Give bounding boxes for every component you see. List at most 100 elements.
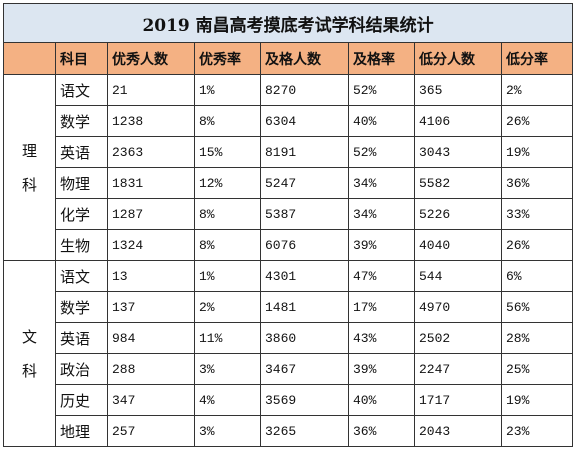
low-count-cell: 365 — [414, 74, 502, 106]
subject-cell: 语文 — [55, 74, 108, 106]
excellent-rate-cell: 1% — [194, 260, 261, 292]
pass-count-cell: 6304 — [260, 105, 349, 137]
table-row: 地理 257 3% 3265 36% 2043 23% — [4, 415, 574, 447]
excellent-count-cell: 137 — [107, 291, 195, 323]
low-rate-cell: 28% — [500, 322, 574, 354]
pass-count-cell: 3265 — [260, 415, 349, 447]
pass-rate-cell: 36% — [348, 415, 415, 447]
low-rate-cell: 23% — [500, 415, 574, 447]
low-rate-cell: 19% — [500, 384, 574, 416]
group-label: 文科 — [3, 260, 56, 447]
table-title: 2019 南昌高考摸底考试学科结果统计 — [2, 3, 574, 43]
pass-rate-cell: 39% — [348, 353, 415, 385]
low-count-cell: 2043 — [414, 415, 502, 447]
header-excellent-count: 优秀人数 — [107, 42, 195, 75]
excellent-rate-cell: 12% — [194, 167, 261, 199]
header-excellent-rate: 优秀率 — [194, 42, 261, 75]
excellent-count-cell: 1831 — [107, 167, 195, 199]
low-count-cell: 4106 — [414, 105, 502, 137]
pass-rate-cell: 34% — [348, 167, 415, 199]
group-label-char: 科 — [21, 175, 37, 194]
header-low-rate: 低分率 — [500, 42, 574, 75]
table-body: 2019 南昌高考摸底考试学科结果统计 科目 优秀人数 优秀率 及格人数 及格率… — [2, 3, 574, 447]
excellent-count-cell: 257 — [107, 415, 195, 447]
group-label: 理科 — [3, 74, 56, 261]
excellent-rate-cell: 1% — [194, 74, 261, 106]
header-subject: 科目 — [55, 42, 108, 75]
subject-cell: 语文 — [55, 260, 108, 292]
low-count-cell: 4040 — [414, 229, 502, 261]
pass-rate-cell: 52% — [348, 74, 415, 106]
table-row: 数学 137 2% 1481 17% 4970 56% — [4, 291, 574, 323]
excellent-count-cell: 13 — [107, 260, 195, 292]
subject-cell: 英语 — [55, 322, 108, 354]
pass-rate-cell: 17% — [348, 291, 415, 323]
subject-cell: 数学 — [55, 105, 108, 137]
low-count-cell: 5582 — [414, 167, 502, 199]
excellent-rate-cell: 15% — [194, 136, 261, 168]
subject-cell: 地理 — [55, 415, 108, 447]
table-row: 历史 347 4% 3569 40% 1717 19% — [4, 384, 574, 416]
table-row: 理科语文 21 1% 8270 52% 365 2% — [3, 74, 574, 261]
subject-cell: 数学 — [55, 291, 108, 323]
low-rate-cell: 19% — [500, 136, 574, 168]
group-label-char: 科 — [21, 361, 37, 380]
pass-count-cell: 1481 — [260, 291, 349, 323]
low-count-cell: 544 — [414, 260, 502, 292]
pass-count-cell: 3860 — [260, 322, 349, 354]
group-label-char: 理 — [21, 141, 37, 160]
low-rate-cell: 26% — [500, 229, 574, 261]
excellent-rate-cell: 8% — [194, 198, 261, 230]
pass-count-cell: 6076 — [260, 229, 349, 261]
results-table: 2019 南昌高考摸底考试学科结果统计 科目 优秀人数 优秀率 及格人数 及格率… — [2, 3, 574, 447]
title-row: 2019 南昌高考摸底考试学科结果统计 — [2, 3, 574, 43]
excellent-rate-cell: 3% — [194, 415, 261, 447]
excellent-rate-cell: 8% — [194, 229, 261, 261]
pass-count-cell: 5387 — [260, 198, 349, 230]
table-row: 化学 1287 8% 5387 34% 5226 33% — [4, 198, 574, 230]
excellent-rate-cell: 11% — [194, 322, 261, 354]
excellent-count-cell: 347 — [107, 384, 195, 416]
table-row: 生物 1324 8% 6076 39% 4040 26% — [4, 229, 574, 261]
group-label-char: 文 — [21, 327, 37, 346]
excellent-count-cell: 984 — [107, 322, 195, 354]
table-row: 文科语文 13 1% 4301 47% 544 6% — [3, 260, 574, 447]
excellent-rate-cell: 4% — [194, 384, 261, 416]
table-row: 数学 1238 8% 6304 40% 4106 26% — [4, 105, 574, 137]
header-corner — [3, 42, 56, 75]
low-rate-cell: 6% — [500, 260, 574, 292]
subject-cell: 历史 — [55, 384, 108, 416]
pass-count-cell: 8191 — [260, 136, 349, 168]
subject-cell: 政治 — [55, 353, 108, 385]
pass-rate-cell: 34% — [348, 198, 415, 230]
low-rate-cell: 25% — [500, 353, 574, 385]
table-row: 英语 2363 15% 8191 52% 3043 19% — [4, 136, 574, 168]
results-table-container: 2019 南昌高考摸底考试学科结果统计 科目 优秀人数 优秀率 及格人数 及格率… — [2, 3, 574, 447]
pass-rate-cell: 52% — [348, 136, 415, 168]
excellent-count-cell: 21 — [107, 74, 195, 106]
pass-rate-cell: 39% — [348, 229, 415, 261]
table-row: 政治 288 3% 3467 39% 2247 25% — [4, 353, 574, 385]
pass-count-cell: 3467 — [260, 353, 349, 385]
low-count-cell: 1717 — [414, 384, 502, 416]
excellent-count-cell: 1324 — [107, 229, 195, 261]
header-pass-count: 及格人数 — [260, 42, 349, 75]
subject-cell: 化学 — [55, 198, 108, 230]
excellent-count-cell: 2363 — [107, 136, 195, 168]
subject-cell: 生物 — [55, 229, 108, 261]
table-row: 物理 1831 12% 5247 34% 5582 36% — [4, 167, 574, 199]
excellent-count-cell: 288 — [107, 353, 195, 385]
header-pass-rate: 及格率 — [348, 42, 415, 75]
low-count-cell: 5226 — [414, 198, 502, 230]
pass-count-cell: 4301 — [260, 260, 349, 292]
pass-rate-cell: 43% — [348, 322, 415, 354]
low-count-cell: 2502 — [414, 322, 502, 354]
subject-cell: 物理 — [55, 167, 108, 199]
excellent-count-cell: 1238 — [107, 105, 195, 137]
pass-rate-cell: 47% — [348, 260, 415, 292]
subject-cell: 英语 — [55, 136, 108, 168]
pass-rate-cell: 40% — [348, 384, 415, 416]
excellent-rate-cell: 2% — [194, 291, 261, 323]
excellent-rate-cell: 8% — [194, 105, 261, 137]
low-rate-cell: 2% — [500, 74, 574, 106]
